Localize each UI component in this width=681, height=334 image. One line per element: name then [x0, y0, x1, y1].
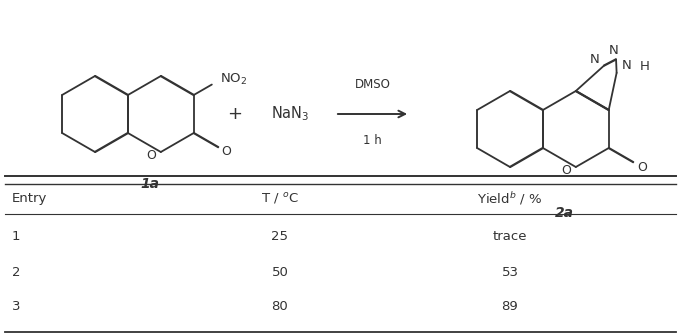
Text: 3: 3 [12, 300, 20, 313]
Text: 1a: 1a [140, 177, 159, 191]
Text: NaN$_3$: NaN$_3$ [270, 105, 309, 123]
Text: O: O [146, 150, 156, 163]
Text: +: + [227, 105, 242, 123]
Text: Entry: Entry [12, 192, 48, 205]
Text: 1 h: 1 h [363, 134, 382, 147]
Text: DMSO: DMSO [355, 78, 390, 91]
Text: 25: 25 [272, 230, 289, 243]
Text: 53: 53 [501, 266, 518, 279]
Text: T / $^o$C: T / $^o$C [261, 191, 299, 206]
Text: 2: 2 [12, 266, 20, 279]
Text: H: H [639, 60, 650, 73]
Text: 80: 80 [272, 300, 288, 313]
Text: trace: trace [493, 230, 527, 243]
Text: 2a: 2a [555, 206, 574, 219]
Text: O: O [637, 161, 648, 174]
Text: O: O [561, 165, 571, 177]
Text: 50: 50 [272, 266, 289, 279]
Text: 1: 1 [12, 230, 20, 243]
Text: N: N [622, 59, 631, 72]
Text: NO$_2$: NO$_2$ [220, 72, 247, 87]
Text: Yield$^b$ / %: Yield$^b$ / % [477, 191, 543, 207]
Text: O: O [221, 145, 232, 158]
Text: 89: 89 [502, 300, 518, 313]
Text: N: N [609, 44, 619, 57]
Text: N: N [590, 53, 600, 66]
